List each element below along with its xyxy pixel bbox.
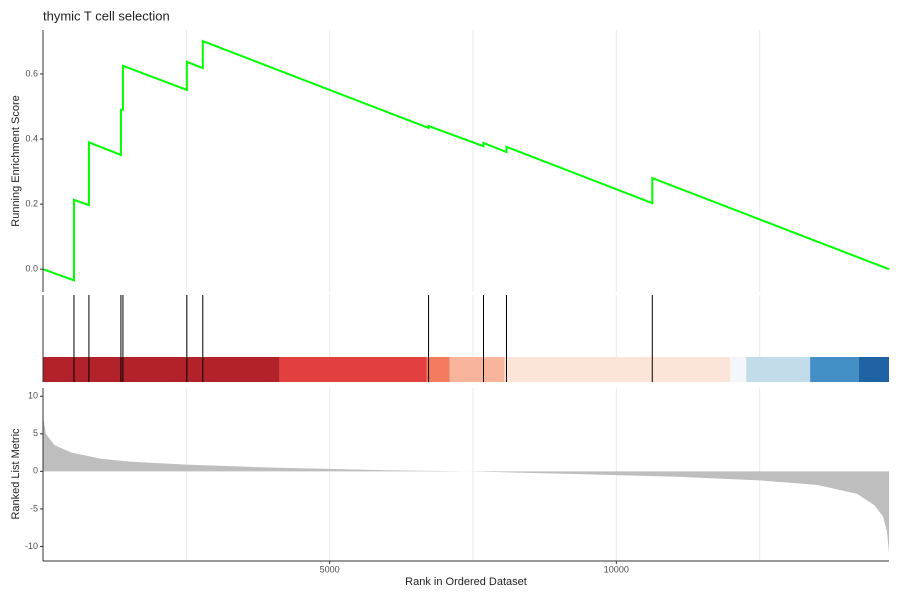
rank-band: [426, 357, 450, 382]
rank-band: [504, 357, 731, 382]
y-tick-label: -10: [25, 541, 38, 551]
y-tick-label: 0.2: [25, 198, 38, 208]
y-tick-label: -5: [30, 503, 38, 513]
x-tick-label: 10000: [604, 564, 629, 574]
rank-band: [279, 357, 427, 382]
es-line: [42, 39, 890, 282]
y-tick-label: 10: [28, 391, 38, 401]
chart-title: thymic T cell selection: [43, 8, 170, 23]
y-tick-label: 0.4: [25, 133, 38, 143]
x-tick-label: 5000: [320, 564, 340, 574]
rank-band: [449, 357, 505, 382]
x-axis-label: Rank in Ordered Dataset: [405, 576, 527, 588]
rank-band: [746, 357, 811, 382]
rank-band: [730, 357, 747, 382]
y-tick-label: 0.0: [25, 264, 38, 274]
rank-band: [859, 357, 889, 382]
y-axis-label: Running Enrichment Score: [10, 95, 22, 226]
y-tick-label: 0: [33, 466, 38, 476]
rank-band: [810, 357, 860, 382]
y-tick-label: 5: [33, 428, 38, 438]
rank-band: [43, 357, 280, 382]
y-tick-label: 0.6: [25, 68, 38, 78]
metric-area: [43, 415, 889, 553]
y-axis-label: Ranked List Metric: [10, 428, 22, 520]
